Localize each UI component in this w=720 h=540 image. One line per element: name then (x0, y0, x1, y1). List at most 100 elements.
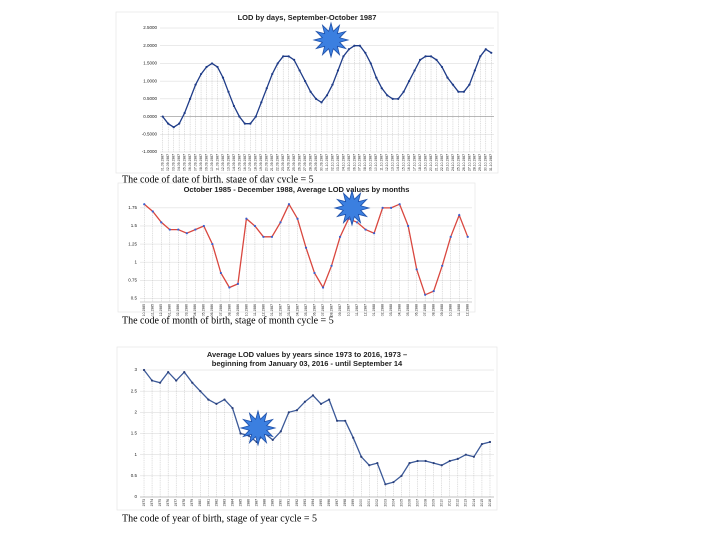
marker (458, 214, 461, 217)
series-line (143, 369, 491, 486)
marker (276, 62, 279, 65)
marker (287, 55, 290, 58)
x-tick-label: 27.10.1987 (467, 154, 471, 171)
x-tick-label: 14.09.1987 (232, 154, 236, 171)
marker (150, 379, 154, 382)
x-tick-label: 1976 (166, 499, 170, 507)
marker (151, 210, 154, 213)
x-tick-label: 2014 (472, 499, 476, 507)
marker (456, 457, 459, 460)
x-tick-label: 2003 (383, 499, 387, 507)
marker (194, 83, 197, 86)
marker (353, 44, 356, 47)
starburst (239, 409, 277, 447)
chart-panel: LOD by days, September-October 1987 -1.00… (115, 11, 499, 185)
x-tick-label: 23.09.1987 (281, 154, 285, 171)
x-tick-label: 27.09.1987 (303, 154, 307, 171)
marker (320, 101, 323, 104)
marker (216, 65, 219, 69)
x-tick-label: 1990 (279, 499, 283, 507)
marker (336, 419, 339, 422)
marker (376, 462, 379, 465)
marker (219, 271, 222, 275)
x-tick-label: 01.1988 (372, 304, 376, 316)
x-tick-label: 19.10.1987 (423, 154, 427, 171)
marker (228, 286, 231, 289)
marker (183, 111, 186, 115)
x-tick-label: 03.10.1987 (336, 154, 340, 171)
x-tick-label: 11.09.1987 (215, 154, 219, 171)
y-tick-label: 0.5000 (143, 96, 157, 101)
marker (364, 51, 367, 54)
marker (293, 58, 296, 61)
y-tick-label: 2.0000 (143, 43, 157, 48)
x-tick-label: 12.1988 (466, 304, 470, 316)
marker (440, 65, 444, 69)
marker (199, 390, 202, 393)
x-tick-label: 07.1986 (219, 304, 223, 316)
x-tick-label: 18.10.1987 (418, 154, 422, 171)
x-tick-label: 02.10.1987 (330, 154, 334, 171)
x-tick-label: 1981 (206, 499, 210, 507)
x-tick-label: 1996 (327, 499, 331, 507)
marker (211, 242, 214, 246)
marker (279, 221, 282, 224)
marker (175, 379, 178, 382)
caption: The code of date of birth, stage of day … (122, 174, 314, 185)
marker (355, 221, 359, 224)
marker (451, 83, 455, 86)
x-tick-label: 1973 (142, 499, 146, 507)
x-tick-label: 10.1985 (142, 304, 146, 316)
y-tick-label: 2.5000 (143, 25, 157, 30)
x-tick-label: 04.1987 (295, 304, 299, 316)
marker (472, 455, 475, 458)
marker (325, 94, 329, 97)
x-tick-label: 1985 (238, 499, 242, 507)
x-tick-label: 11.10.1987 (380, 154, 384, 171)
marker (296, 217, 299, 220)
x-tick-label: 17.10.1987 (412, 154, 416, 171)
marker (287, 411, 290, 414)
x-tick-label: 13.09.1987 (226, 154, 230, 171)
marker (221, 76, 225, 79)
marker (464, 453, 467, 456)
x-tick-label: 2013 (464, 499, 468, 507)
marker (408, 462, 411, 465)
marker (313, 271, 316, 275)
marker (215, 402, 218, 405)
x-tick-label: 22.10.1987 (440, 154, 444, 171)
x-tick-label: 03.1987 (287, 304, 291, 316)
marker (407, 224, 410, 228)
caption: The code of year of birth, stage of year… (122, 513, 317, 524)
marker (160, 221, 163, 224)
x-tick-label: 19.09.1987 (259, 154, 263, 171)
marker (191, 381, 194, 384)
marker (364, 228, 367, 231)
marker (143, 203, 146, 206)
marker (462, 90, 465, 93)
marker (373, 232, 376, 235)
y-tick-label: 1.0000 (143, 78, 157, 83)
y-tick-label: 1 (134, 259, 137, 264)
x-tick-label: 08.1987 (329, 304, 333, 316)
marker (449, 235, 452, 238)
marker (327, 398, 331, 401)
x-tick-label: 24.09.1987 (287, 154, 291, 171)
marker (210, 62, 214, 65)
marker (408, 80, 411, 83)
marker (338, 235, 342, 238)
x-tick-label: 2006 (407, 499, 411, 507)
marker (303, 400, 307, 403)
marker (424, 55, 427, 58)
x-tick-label: 2015 (480, 499, 484, 507)
x-tick-label: 2016 (488, 499, 492, 507)
x-tick-label: 10.10.1987 (374, 154, 378, 171)
x-tick-label: 1974 (150, 499, 154, 507)
x-tick-label: 02.1988 (381, 304, 385, 316)
x-tick-label: 05.10.1987 (347, 154, 351, 171)
marker (287, 203, 291, 206)
x-tick-label: 1984 (230, 499, 234, 507)
marker (167, 371, 170, 374)
y-tick-label: 2 (134, 410, 137, 415)
x-tick-label: 07.1987 (321, 304, 325, 316)
